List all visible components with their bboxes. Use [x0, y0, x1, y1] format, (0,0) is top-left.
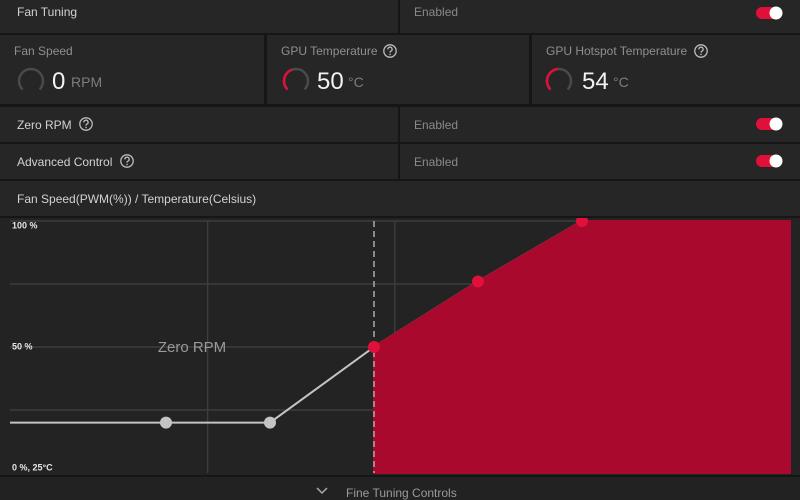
advanced-control-control: Enabled — [400, 144, 800, 179]
help-icon[interactable] — [120, 154, 134, 168]
origin-label: 0 %, 25°C — [12, 462, 53, 472]
help-icon[interactable] — [383, 44, 397, 58]
toggle[interactable] — [756, 117, 783, 131]
curve-point[interactable] — [472, 275, 484, 288]
chevron — [316, 487, 328, 495]
zero-rpm-row: Zero RPM — [0, 107, 398, 142]
active-area — [373, 220, 791, 474]
curve-point[interactable] — [160, 416, 172, 429]
zero-rpm-control: Enabled — [400, 107, 800, 142]
curve-point[interactable] — [368, 341, 380, 353]
stat-card: Fan Speed 0 RPM — [0, 35, 264, 104]
footer[interactable]: Fine Tuning Controls — [0, 477, 800, 500]
stat-label: GPU Hotspot Temperature — [546, 44, 688, 58]
toggle[interactable] — [756, 6, 783, 20]
stat-value: 0 — [52, 68, 66, 95]
stat-value: 50 — [317, 68, 344, 95]
stat-unit: °C — [613, 74, 629, 90]
stat-unit: °C — [348, 74, 364, 90]
status: Enabled — [414, 118, 459, 132]
gauge — [17, 67, 45, 95]
stat-card: GPU Temperature 50 °C — [267, 35, 529, 104]
curve-point[interactable] — [264, 416, 276, 429]
row-label: Zero RPM — [17, 118, 72, 132]
fan-tuning-control: Enabled — [400, 0, 800, 33]
stat-card: GPU Hotspot Temperature 54 °C — [532, 35, 800, 104]
stat-unit: RPM — [71, 74, 103, 90]
advanced-control-row: Advanced Control — [0, 144, 398, 179]
y-tick-label: 100 % — [12, 220, 38, 230]
status: Enabled — [414, 5, 459, 19]
chart-title: Fan Speed(PWM(%)) / Temperature(Celsius) — [17, 192, 257, 206]
help-icon[interactable] — [79, 117, 93, 131]
help-icon[interactable] — [694, 44, 708, 58]
row-label: Advanced Control — [17, 155, 113, 169]
stat-value: 54 — [582, 68, 609, 95]
fan-tuning-row: Fan Tuning — [0, 0, 398, 33]
row-label: Fan Tuning — [17, 5, 78, 19]
toggle[interactable] — [756, 154, 783, 168]
gauge — [545, 67, 573, 95]
stat-label: GPU Temperature — [281, 44, 378, 58]
y-tick-label: 50 % — [12, 341, 33, 351]
gauge — [282, 67, 310, 95]
curve-point[interactable] — [576, 218, 588, 227]
status: Enabled — [414, 155, 459, 169]
footer-label: Fine Tuning Controls — [346, 486, 457, 500]
chart-header: Fan Speed(PWM(%)) / Temperature(Celsius) — [0, 181, 800, 216]
zero-rpm-label: Zero RPM — [158, 339, 226, 356]
stat-label: Fan Speed — [14, 44, 73, 58]
